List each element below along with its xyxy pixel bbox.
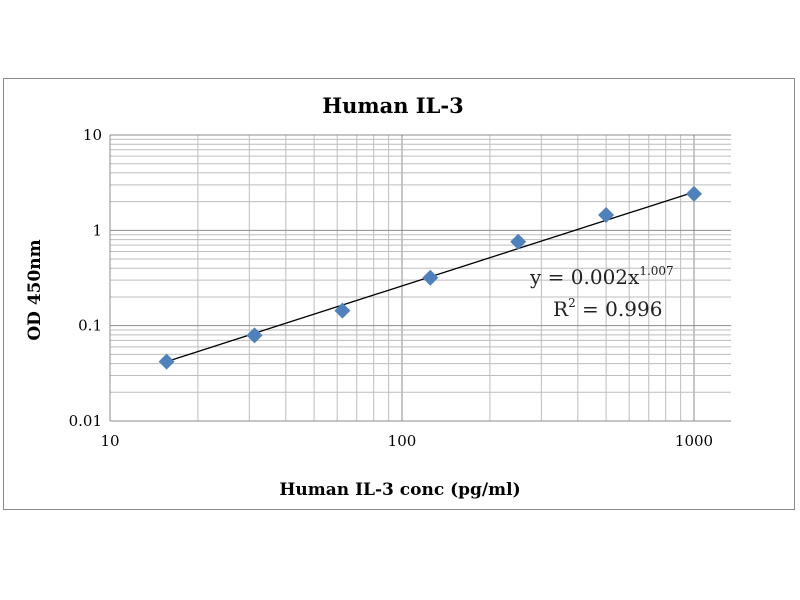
x-tick-label: 10 [100, 432, 119, 450]
y-tick-label: 0.1 [78, 317, 102, 335]
x-tick-label: 1000 [675, 432, 713, 450]
chart-title: Human IL-3 [322, 93, 463, 118]
data-point [334, 302, 351, 319]
r-squared: R2 = 0.996 [553, 296, 662, 321]
y-tick-label: 0.01 [69, 412, 102, 430]
x-axis-label: Human IL-3 conc (pg/ml) [279, 480, 520, 500]
equation-text: y = 0.002x [529, 265, 640, 289]
y-axis-label: OD 450nm [25, 239, 45, 340]
r2-prefix: R [553, 297, 569, 321]
r2-superscript: 2 [568, 296, 576, 310]
equation-exponent: 1.007 [639, 264, 673, 278]
data-point [510, 233, 527, 250]
y-tick-label: 10 [83, 126, 102, 144]
data-point [686, 185, 702, 202]
y-tick-label: 1 [92, 221, 102, 239]
data-point [158, 353, 175, 370]
data-point [246, 327, 263, 344]
data-point [422, 269, 439, 286]
data-point [598, 206, 615, 223]
chart-frame [3, 78, 795, 510]
trendline-equation: y = 0.002x1.007 [529, 264, 674, 289]
r2-value: = 0.996 [576, 297, 663, 321]
x-tick-label: 100 [388, 432, 417, 450]
